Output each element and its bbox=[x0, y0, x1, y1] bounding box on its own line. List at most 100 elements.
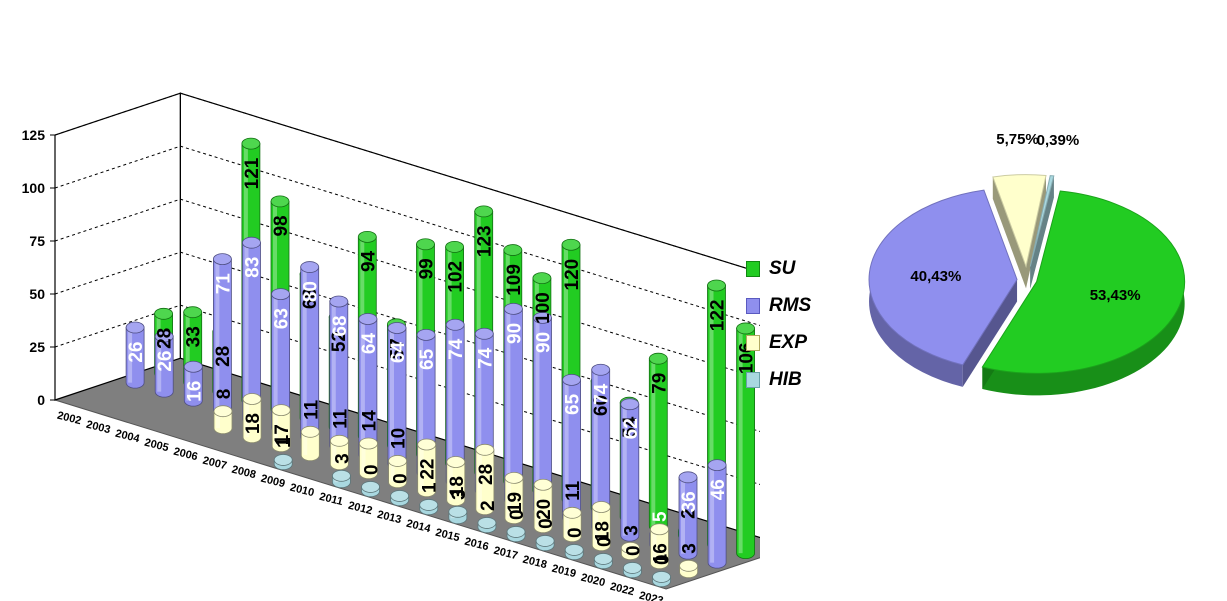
x-tick-label: 2016 bbox=[463, 536, 490, 554]
data-label-rms: 71 bbox=[213, 273, 234, 295]
data-label-exp: 11 bbox=[563, 480, 584, 501]
data-label-rms: 5 bbox=[650, 511, 671, 522]
x-tick-label: 2003 bbox=[85, 419, 112, 437]
data-label-rms: 62 bbox=[621, 418, 642, 439]
data-label-exp: 28 bbox=[476, 464, 497, 485]
data-label-hib: 1 bbox=[420, 482, 441, 493]
bar-exp-2013 bbox=[417, 438, 437, 498]
data-label-rms: 46 bbox=[708, 479, 729, 500]
x-tick-label: 2020 bbox=[580, 572, 607, 590]
x-tick-label: 2015 bbox=[434, 527, 461, 545]
bar-hib-2014 bbox=[419, 499, 439, 516]
bar-hib-2013 bbox=[390, 490, 410, 507]
data-label-hib: 0 bbox=[653, 554, 674, 565]
legend-swatch-exp bbox=[746, 334, 760, 351]
data-label-su: 98 bbox=[271, 215, 292, 236]
legend-item-su: SU bbox=[746, 250, 811, 287]
bar-exp-2009 bbox=[300, 425, 320, 462]
data-label-rms: 64 bbox=[359, 333, 380, 355]
bar-hib-2022 bbox=[623, 562, 642, 579]
data-label-hib: 0 bbox=[536, 518, 557, 529]
data-label-su: 28 bbox=[213, 346, 234, 367]
data-label-su: 33 bbox=[184, 326, 205, 347]
bar-su-2019 bbox=[648, 352, 668, 533]
bar-exp-2018 bbox=[562, 506, 582, 543]
x-tick-label: 2002 bbox=[56, 410, 83, 428]
bar-rms-2013 bbox=[445, 318, 465, 488]
data-label-exp: 11 bbox=[301, 399, 322, 420]
y-tick-label: 25 bbox=[29, 339, 45, 355]
x-tick-label: 2004 bbox=[114, 428, 142, 446]
data-label-su: 102 bbox=[446, 261, 467, 293]
data-label-hib: 0 bbox=[623, 545, 644, 556]
pie-label-su: 53,43% bbox=[1090, 287, 1141, 304]
data-label-exp: 22 bbox=[418, 459, 439, 480]
data-label-exp: 18 bbox=[592, 521, 613, 542]
x-tick-label: 2014 bbox=[405, 518, 433, 536]
data-label-su: 99 bbox=[417, 258, 438, 279]
legend-item-hib: HIB bbox=[746, 361, 811, 398]
legend-label-su: SU bbox=[769, 257, 796, 279]
bar-hib-2011 bbox=[332, 469, 351, 489]
bar-hib-2017 bbox=[506, 526, 526, 543]
bar-hib-2020 bbox=[593, 553, 613, 570]
bar-exp-2012 bbox=[388, 455, 408, 489]
data-label-hib: 3 bbox=[332, 453, 353, 464]
data-label-exp: 3 bbox=[680, 543, 701, 554]
data-label-rms: 90 bbox=[534, 332, 555, 353]
x-tick-label: 2017 bbox=[492, 545, 519, 563]
data-label-exp: 14 bbox=[360, 410, 381, 432]
pie-slice-rms bbox=[868, 189, 1018, 387]
pie-label-exp: 5,75% bbox=[996, 131, 1039, 148]
data-label-exp: 3 bbox=[621, 525, 642, 536]
bar-exp-2008 bbox=[271, 404, 291, 453]
data-label-su: 109 bbox=[504, 264, 525, 296]
data-label-exp: 8 bbox=[214, 389, 235, 400]
legend-label-rms: RMS bbox=[769, 294, 812, 316]
data-label-hib: 1 bbox=[274, 437, 295, 448]
legend-swatch-rms bbox=[746, 297, 760, 314]
data-label-rms: 65 bbox=[563, 393, 584, 415]
data-label-exp: 17 bbox=[272, 424, 293, 445]
bar-chart-3d: 0255075100125200220032004200520062007200… bbox=[22, 92, 760, 601]
data-label-rms: 64 bbox=[388, 342, 409, 364]
bar-exp-2019 bbox=[591, 501, 611, 552]
data-label-su: 28 bbox=[155, 328, 176, 349]
bar-rms-2022 bbox=[678, 471, 698, 560]
data-label-su: 60 bbox=[591, 395, 612, 416]
bar-exp-2016 bbox=[504, 471, 524, 525]
data-label-su: 68 bbox=[300, 288, 321, 309]
data-label-rms: 26 bbox=[126, 342, 147, 363]
bar-hib-2023 bbox=[652, 571, 671, 588]
legend-swatch-hib bbox=[746, 371, 760, 388]
y-tick-label: 75 bbox=[29, 233, 45, 249]
data-label-su: 54 bbox=[620, 416, 641, 438]
legend: SU RMS EXP HIB bbox=[746, 250, 811, 398]
y-tick-label: 0 bbox=[37, 392, 45, 408]
data-label-rms: 16 bbox=[184, 381, 205, 402]
data-label-exp: 19 bbox=[505, 492, 526, 513]
x-tick-label: 2013 bbox=[376, 509, 403, 527]
bar-exp-2014 bbox=[446, 456, 466, 507]
bar-exp-2011 bbox=[359, 437, 378, 480]
bar-rms-2003 bbox=[154, 330, 174, 398]
pie-label-hib: 0,39% bbox=[1037, 132, 1080, 149]
bar-rms-2011 bbox=[387, 322, 407, 470]
data-label-rms: 74 bbox=[475, 347, 496, 369]
bar-exp-2015 bbox=[475, 443, 495, 516]
data-label-rms: 63 bbox=[272, 308, 293, 329]
bar-hib-2018 bbox=[535, 535, 555, 552]
data-label-su: 79 bbox=[649, 373, 670, 394]
bar-exp-2017 bbox=[533, 478, 553, 534]
x-tick-label: 2019 bbox=[551, 563, 578, 581]
bar-rms-2019 bbox=[620, 398, 640, 542]
data-label-su: 122 bbox=[708, 300, 729, 332]
data-label-su: 94 bbox=[358, 250, 379, 272]
data-label-rms: 83 bbox=[243, 257, 264, 278]
x-tick-label: 2009 bbox=[260, 473, 287, 491]
y-tick-label: 125 bbox=[22, 127, 46, 143]
data-label-hib: 2 bbox=[478, 500, 499, 511]
bar-exp-2023 bbox=[679, 559, 698, 579]
y-tick-label: 100 bbox=[22, 180, 46, 196]
data-label-su: 121 bbox=[242, 157, 263, 189]
